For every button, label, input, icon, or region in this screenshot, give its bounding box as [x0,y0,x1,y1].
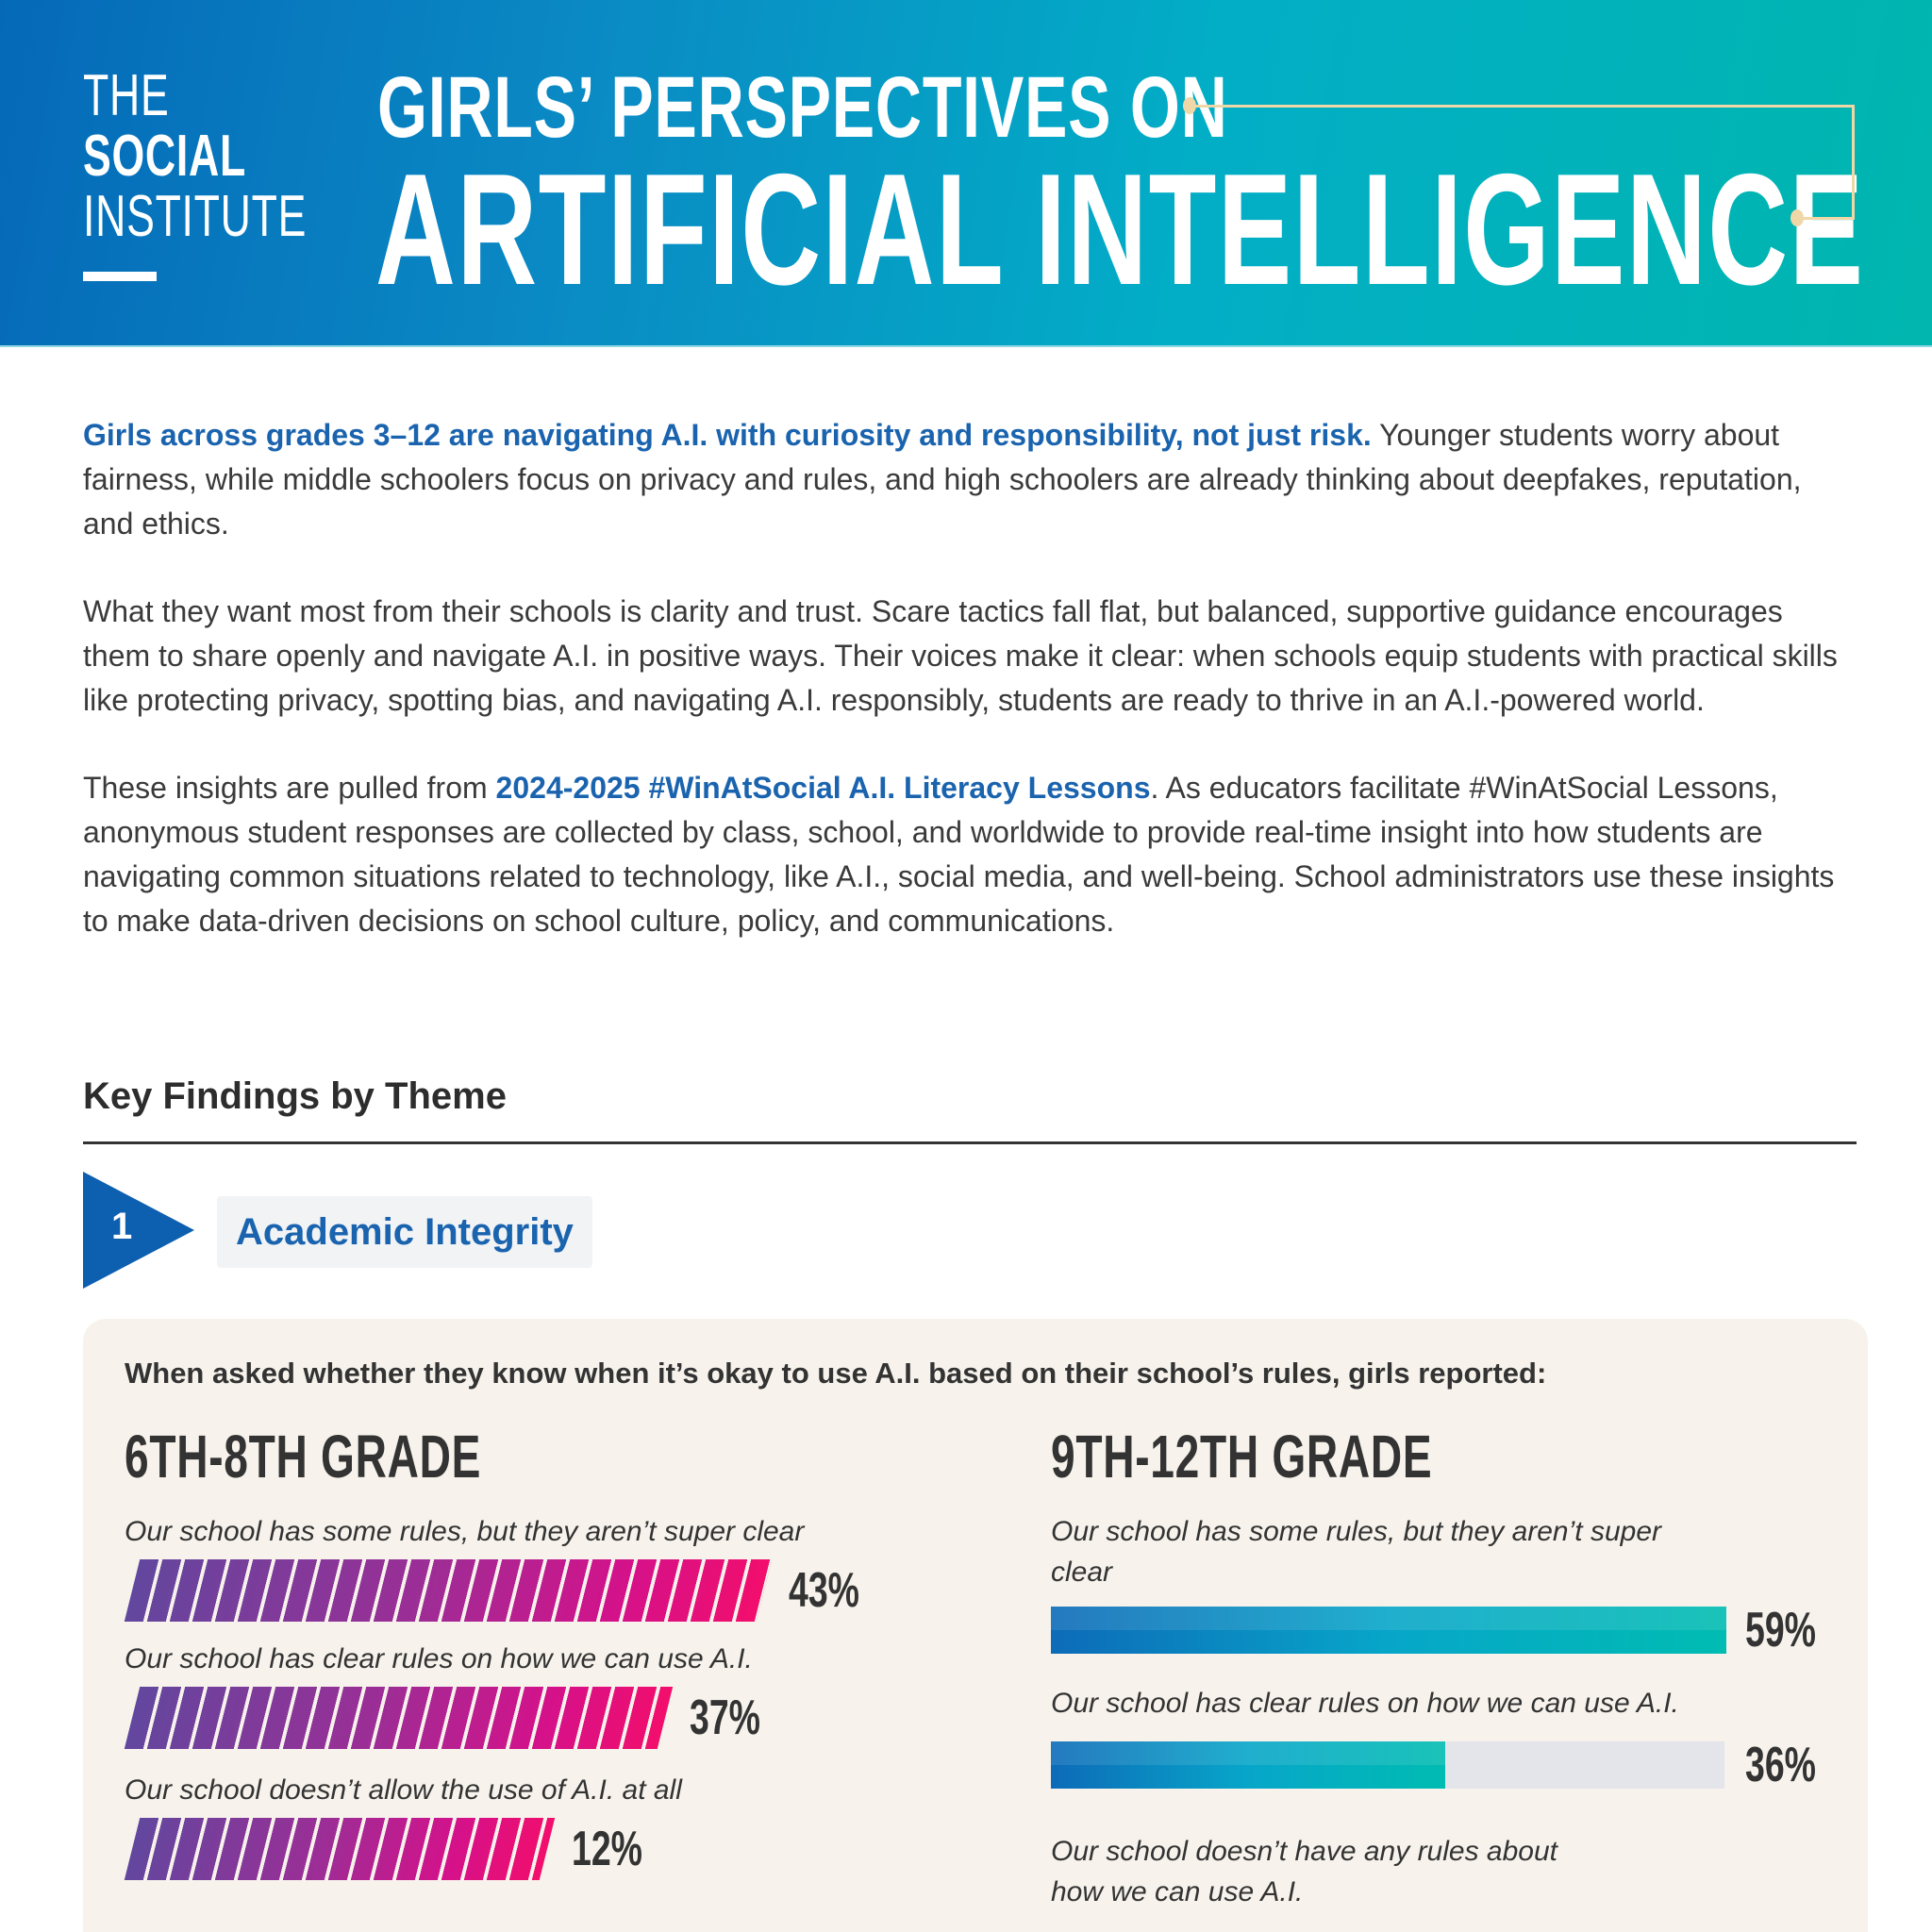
intro-highlight: Girls across grades 3–12 are navigating … [83,418,1372,452]
the-social-institute-logo: THE SOCIAL INSTITUTE [83,63,393,281]
intro-paragraph-3-rest: . As educators facilitate #WinAtSocial L… [83,771,1835,938]
striped-bar [124,1818,556,1880]
logo-line-institute: INSTITUTE [83,184,308,249]
page-title-line2: ARTIFICIAL INTELLIGENCE [375,141,1865,318]
bar-track [1051,1607,1726,1654]
connector-dot-icon [1183,97,1196,114]
response-bar-row: 43% [124,1559,955,1622]
response-bar-row: 59% [1051,1602,1843,1658]
bar-fill [1051,1607,1726,1654]
grade-heading: 9TH-12TH GRADE [1051,1423,1433,1491]
findings-card: When asked whether they know when it’s o… [83,1319,1868,1932]
response-percent: 37% [690,1690,760,1745]
middle-school-column: 6TH-8TH GRADE Our school has some rules,… [124,1423,955,1880]
section-title: Key Findings by Theme [83,1075,507,1117]
decorative-connector-line [1191,105,1855,108]
section-divider [83,1141,1857,1144]
response-label: Our school has some rules, but they aren… [125,1516,805,1547]
striped-bar [124,1559,773,1622]
survey-question: When asked whether they know when it’s o… [125,1357,1547,1390]
intro-paragraph-1-text: Younger students worry about fairness, w… [83,418,1802,541]
response-label: Our school has clear rules on how we can… [125,1643,753,1674]
connector-dot-icon [1790,209,1804,226]
high-school-column: 9TH-12TH GRADE Our school has some rules… [1051,1423,1843,1912]
response-percent: 12% [572,1822,642,1876]
literacy-lessons-link[interactable]: 2024-2025 #WinAtSocial A.I. Literacy Les… [495,771,1151,805]
response-bar-row: 36% [1051,1737,1843,1793]
intro-paragraph-3-start: These insights are pulled from [83,771,496,805]
response-percent: 36% [1744,1738,1816,1792]
intro-text: Girls across grades 3–12 are navigating … [83,413,1857,987]
header-banner: THE SOCIAL INSTITUTE GIRLS’ PERSPECTIVES… [0,0,1932,347]
response-label: Our school has clear rules on how we can… [1051,1688,1679,1719]
bar-fill [1051,1741,1445,1789]
logo-underline [83,272,157,281]
response-label: Our school has some rules, but they aren… [1051,1516,1661,1588]
intro-paragraph-2: What they want most from their schools i… [83,594,1838,717]
response-bar-row: 12% [124,1818,955,1880]
logo-line-social: SOCIAL [83,124,246,189]
decorative-connector-line [1852,105,1855,220]
theme-number-triangle-icon [83,1172,194,1289]
grade-heading: 6TH-8TH GRADE [125,1423,482,1491]
page-title-line1: GIRLS’ PERSPECTIVES ON [377,59,1228,156]
response-bar-row: 37% [124,1687,955,1749]
striped-bar [124,1687,674,1749]
decorative-connector-line [1798,217,1855,220]
response-percent: 43% [789,1563,859,1618]
theme-number: 1 [111,1206,133,1247]
intro-paragraph-1: Girls across grades 3–12 are navigating … [83,413,1857,546]
response-label: Our school doesn’t have any rules about … [1051,1836,1557,1907]
logo-line-the: THE [83,63,170,128]
bar-track [1051,1741,1724,1789]
response-label: Our school doesn’t allow the use of A.I.… [125,1774,682,1806]
theme-label: Academic Integrity [217,1196,592,1268]
intro-paragraph-3: These insights are pulled from 2024-2025… [83,766,1857,943]
response-percent: 59% [1744,1603,1816,1657]
